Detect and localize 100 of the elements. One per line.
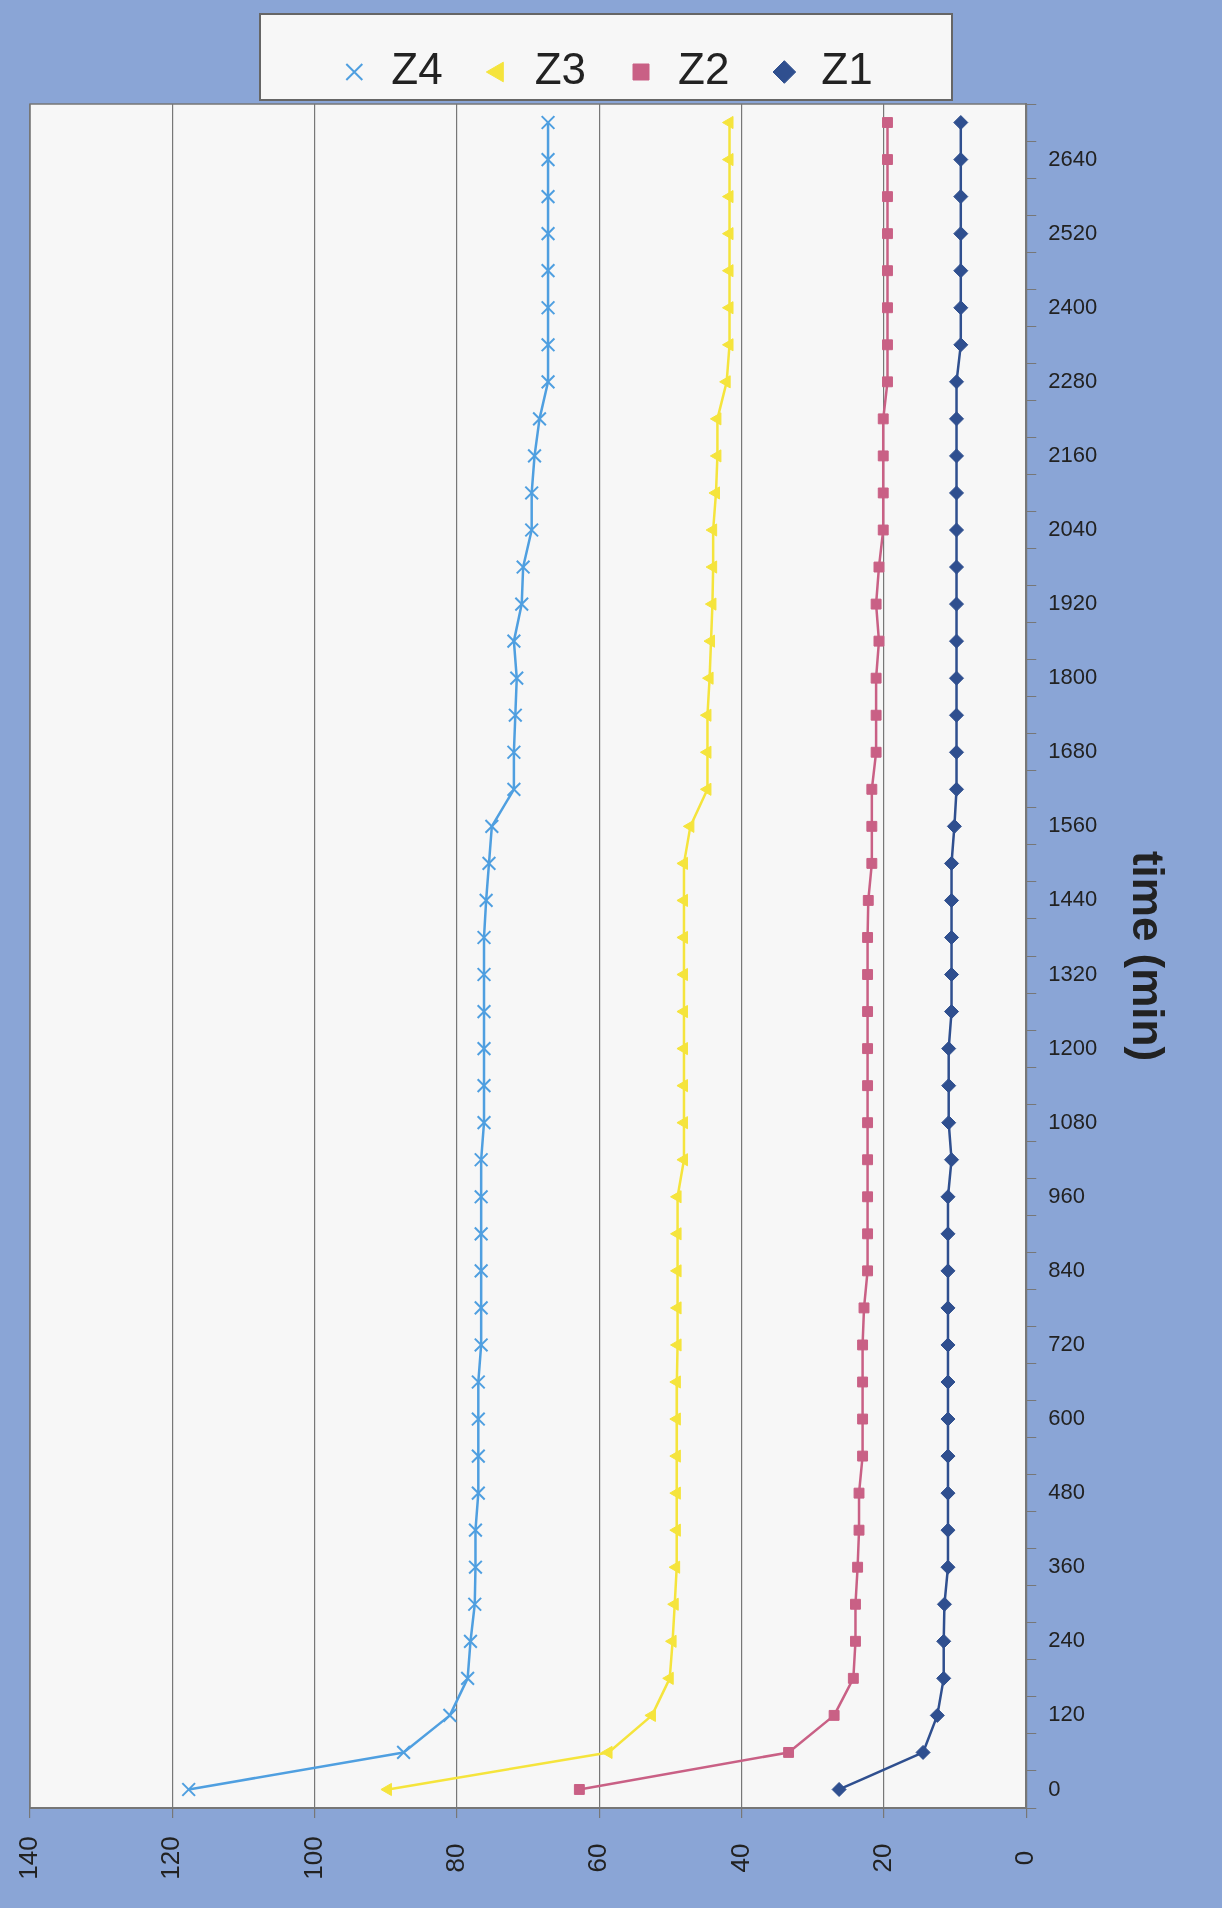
- point: [705, 560, 718, 574]
- point: [540, 226, 556, 242]
- point: [601, 1745, 613, 1759]
- point: [870, 709, 882, 721]
- point: [882, 228, 893, 240]
- point: [506, 633, 522, 649]
- y-tick-label: 2520: [1048, 219, 1098, 245]
- point: [936, 1633, 952, 1649]
- point: [507, 707, 523, 723]
- y-tick-label: 600: [1048, 1405, 1085, 1431]
- x-tick-label: 20: [867, 1843, 898, 1873]
- point: [468, 1559, 483, 1575]
- point: [509, 670, 525, 686]
- x-tick-label: 120: [155, 1836, 186, 1880]
- point: [866, 783, 878, 795]
- legend-label: Z4: [391, 44, 443, 94]
- point: [940, 1263, 956, 1279]
- point: [662, 1671, 674, 1685]
- point: [949, 522, 965, 538]
- point: [940, 1522, 956, 1538]
- point: [857, 1339, 869, 1351]
- point: [476, 1115, 492, 1131]
- point: [873, 561, 885, 573]
- point: [949, 781, 965, 797]
- point: [476, 1078, 492, 1094]
- point: [877, 413, 889, 425]
- point: [862, 932, 874, 943]
- y-tick-label: 1080: [1048, 1108, 1098, 1134]
- point: [676, 1042, 688, 1056]
- point: [862, 969, 874, 980]
- point: [668, 1560, 681, 1574]
- point: [676, 1079, 688, 1093]
- point: [722, 264, 734, 278]
- point: [703, 634, 716, 648]
- point: [862, 1265, 874, 1277]
- point: [944, 929, 960, 945]
- x-tick-label: 60: [582, 1843, 613, 1873]
- y-tick-label: 240: [1048, 1627, 1085, 1653]
- point: [722, 301, 734, 315]
- point: [941, 1078, 957, 1094]
- point: [870, 746, 882, 758]
- y-tick-label: 840: [1048, 1256, 1085, 1282]
- point: [953, 263, 969, 279]
- point: [676, 1116, 688, 1130]
- point: [944, 1004, 960, 1020]
- point: [473, 1226, 489, 1242]
- y-tick-label: 2160: [1048, 441, 1098, 467]
- point: [940, 1300, 956, 1316]
- point: [940, 1374, 956, 1390]
- point: [665, 1634, 677, 1648]
- y-tick-label: 1680: [1048, 738, 1098, 764]
- point: [669, 1523, 681, 1537]
- point: [670, 1301, 682, 1315]
- point: [857, 1450, 869, 1462]
- point: [873, 635, 885, 647]
- point: [699, 745, 712, 759]
- point: [670, 1190, 682, 1204]
- point: [476, 930, 492, 945]
- point: [644, 1708, 656, 1722]
- point: [857, 1413, 869, 1425]
- x-tick-label: 80: [440, 1843, 471, 1873]
- point: [181, 1782, 197, 1797]
- point: [882, 191, 893, 203]
- point: [949, 411, 965, 427]
- point: [850, 1635, 861, 1647]
- point: [862, 1228, 874, 1240]
- point: [669, 1449, 681, 1463]
- point: [473, 1300, 489, 1316]
- point: [532, 411, 547, 427]
- point: [862, 1154, 874, 1166]
- point: [944, 892, 960, 908]
- point: [470, 1448, 486, 1464]
- point: [936, 1596, 952, 1612]
- point: [524, 485, 540, 501]
- point: [722, 227, 734, 241]
- y-tick-label: 2040: [1048, 516, 1098, 542]
- point: [944, 967, 960, 983]
- point: [882, 302, 893, 314]
- point: [476, 1041, 492, 1056]
- point: [949, 596, 965, 612]
- x-tick-label: 0: [1009, 1850, 1040, 1866]
- point: [936, 1670, 952, 1686]
- point: [953, 115, 969, 131]
- point: [540, 189, 556, 204]
- point: [850, 1598, 861, 1610]
- point: [676, 1005, 688, 1019]
- y-tick-label: 1200: [1048, 1034, 1098, 1060]
- point: [847, 1672, 859, 1684]
- point: [940, 1559, 956, 1575]
- point: [870, 672, 882, 684]
- point: [940, 1189, 956, 1205]
- point: [862, 1006, 874, 1018]
- point: [506, 744, 522, 760]
- point: [953, 189, 969, 205]
- point: [705, 523, 718, 537]
- point: [949, 744, 965, 760]
- y-tick-label: 1320: [1048, 960, 1098, 986]
- point: [460, 1670, 476, 1686]
- point: [940, 1448, 956, 1464]
- point: [857, 1376, 869, 1388]
